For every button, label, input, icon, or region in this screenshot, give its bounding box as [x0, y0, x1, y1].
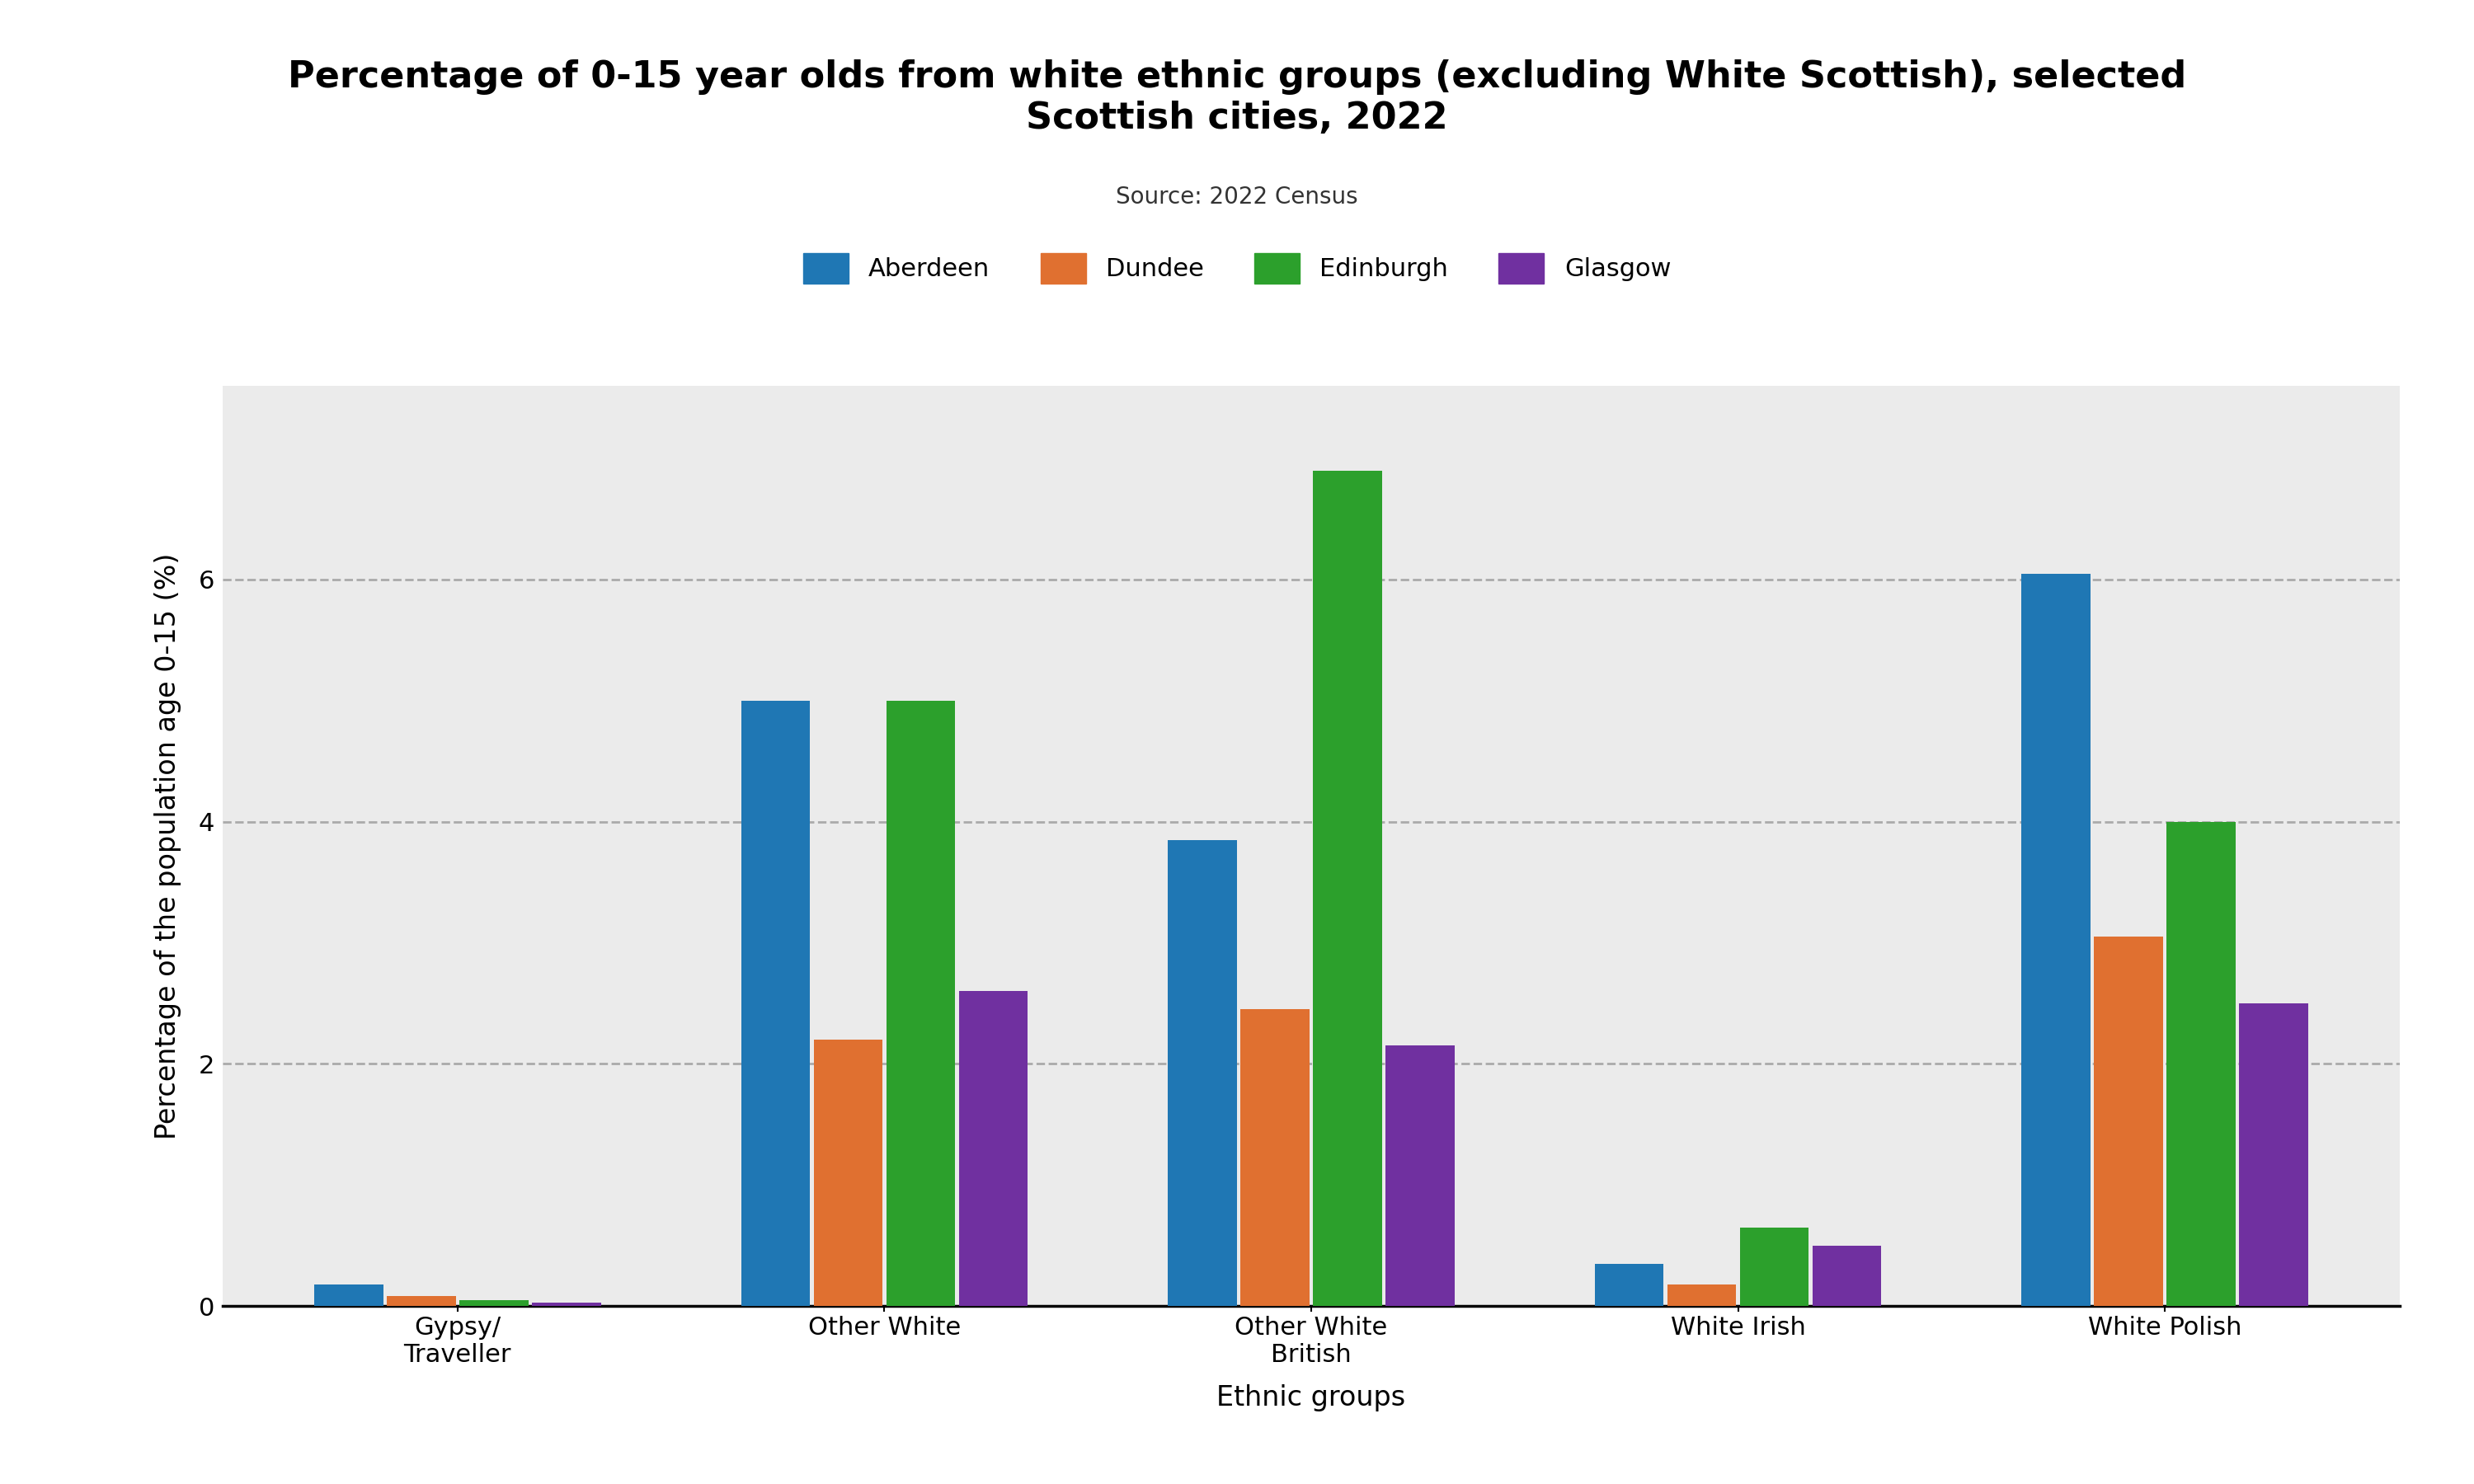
Bar: [2167, 822, 2236, 1306]
Bar: [460, 1300, 529, 1306]
Text: Source: 2022 Census: Source: 2022 Census: [1116, 186, 1358, 209]
Bar: [1168, 840, 1237, 1306]
Bar: [1385, 1046, 1455, 1306]
Text: Percentage of 0-15 year olds from white ethnic groups (excluding White Scottish): Percentage of 0-15 year olds from white …: [287, 59, 2187, 137]
Bar: [314, 1284, 383, 1306]
Bar: [1239, 1009, 1309, 1306]
Bar: [532, 1303, 601, 1306]
Bar: [1667, 1284, 1737, 1306]
Y-axis label: Percentage of the population age 0-15 (%): Percentage of the population age 0-15 (%…: [153, 552, 181, 1140]
Bar: [960, 991, 1027, 1306]
Bar: [386, 1296, 455, 1306]
Bar: [2239, 1003, 2308, 1306]
Bar: [2021, 573, 2091, 1306]
Bar: [2093, 936, 2162, 1306]
Bar: [742, 700, 809, 1306]
Bar: [1739, 1227, 1808, 1306]
Bar: [814, 1040, 883, 1306]
Bar: [1813, 1245, 1880, 1306]
Bar: [1596, 1263, 1663, 1306]
Legend: Aberdeen, Dundee, Edinburgh, Glasgow: Aberdeen, Dundee, Edinburgh, Glasgow: [792, 242, 1682, 294]
Bar: [886, 700, 955, 1306]
Bar: [1314, 470, 1383, 1306]
X-axis label: Ethnic groups: Ethnic groups: [1217, 1385, 1405, 1411]
